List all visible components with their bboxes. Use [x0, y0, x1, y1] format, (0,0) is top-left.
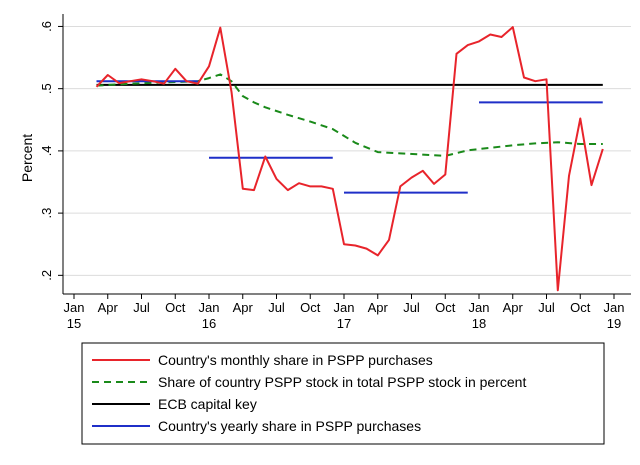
x-tick-label: Oct	[165, 300, 186, 315]
y-tick-label: .5	[39, 83, 54, 94]
plot-area	[63, 14, 631, 294]
x-tick-year-label: 15	[67, 316, 81, 331]
series-line-monthly-share	[95, 26, 604, 292]
x-tick-year-label: 17	[337, 316, 351, 331]
x-tick-label: Jan	[199, 300, 220, 315]
gridlines	[63, 25, 631, 276]
legend-box	[81, 342, 605, 445]
series-line-stock-share	[96, 73, 603, 157]
x-tick-year-label: 18	[472, 316, 486, 331]
x-tick-label: Jan	[604, 300, 625, 315]
series-monthly-share	[95, 26, 604, 292]
x-tick-label: Jan	[64, 300, 85, 315]
x-tick-label: Oct	[300, 300, 321, 315]
x-tick-year-label: 19	[607, 316, 621, 331]
y-tick-label: .6	[39, 21, 54, 32]
x-tick-label: Jul	[403, 300, 420, 315]
x-tick-label: Apr	[233, 300, 254, 315]
x-tick-label: Jul	[133, 300, 150, 315]
y-axis-ticks: .2 .3 .4 .5 .6	[39, 21, 63, 281]
series-stock-share	[96, 73, 603, 157]
x-tick-label: Jul	[268, 300, 285, 315]
x-tick-label: Oct	[435, 300, 456, 315]
y-tick-label: .4	[39, 145, 54, 156]
x-tick-label: Apr	[98, 300, 119, 315]
x-tick-label: Apr	[368, 300, 389, 315]
y-tick-label: .3	[39, 208, 54, 219]
x-tick-label: Jan	[334, 300, 355, 315]
y-axis-title: Percent	[19, 134, 35, 182]
x-tick-label: Apr	[503, 300, 524, 315]
y-tick-label: .2	[39, 270, 54, 281]
legend-label-stock-share: Share of country PSPP stock in total PSP…	[158, 374, 526, 390]
legend-label-capital-key: ECB capital key	[158, 396, 257, 412]
series-group	[95, 26, 604, 292]
x-tick-label: Jul	[538, 300, 555, 315]
x-tick-label: Jan	[469, 300, 490, 315]
x-tick-year-label: 16	[202, 316, 216, 331]
x-tick-label: Oct	[570, 300, 591, 315]
legend: Country's monthly share in PSPP purchase…	[81, 342, 605, 445]
legend-label-yearly-share: Country's yearly share in PSPP purchases	[158, 418, 421, 434]
legend-label-monthly-share: Country's monthly share in PSPP purchase…	[158, 352, 433, 368]
